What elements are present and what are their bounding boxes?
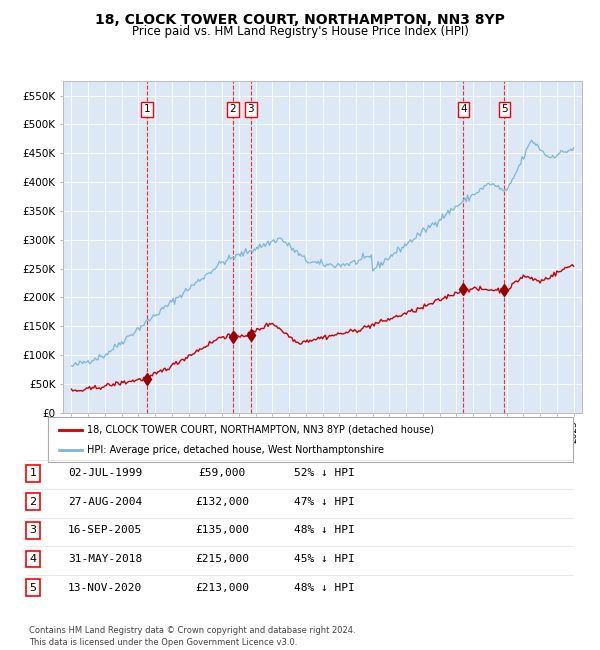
Text: 18, CLOCK TOWER COURT, NORTHAMPTON, NN3 8YP: 18, CLOCK TOWER COURT, NORTHAMPTON, NN3 … [95,13,505,27]
Text: £132,000: £132,000 [195,497,249,507]
Text: 18, CLOCK TOWER COURT, NORTHAMPTON, NN3 8YP (detached house): 18, CLOCK TOWER COURT, NORTHAMPTON, NN3 … [88,424,434,435]
Text: 2: 2 [230,105,236,114]
Text: 13-NOV-2020: 13-NOV-2020 [68,582,142,593]
Text: Price paid vs. HM Land Registry's House Price Index (HPI): Price paid vs. HM Land Registry's House … [131,25,469,38]
Text: 1: 1 [29,468,37,478]
Text: 45% ↓ HPI: 45% ↓ HPI [293,554,355,564]
Text: £213,000: £213,000 [195,582,249,593]
Text: 1: 1 [143,105,150,114]
Text: 2: 2 [29,497,37,507]
Text: 3: 3 [29,525,37,536]
Text: 5: 5 [501,105,508,114]
Text: 31-MAY-2018: 31-MAY-2018 [68,554,142,564]
Text: 27-AUG-2004: 27-AUG-2004 [68,497,142,507]
Text: 48% ↓ HPI: 48% ↓ HPI [293,525,355,536]
Text: 5: 5 [29,582,37,593]
Text: HPI: Average price, detached house, West Northamptonshire: HPI: Average price, detached house, West… [88,445,385,456]
Text: 02-JUL-1999: 02-JUL-1999 [68,468,142,478]
Text: 4: 4 [29,554,37,564]
Text: 16-SEP-2005: 16-SEP-2005 [68,525,142,536]
Text: Contains HM Land Registry data © Crown copyright and database right 2024.
This d: Contains HM Land Registry data © Crown c… [29,626,355,647]
Text: 3: 3 [247,105,254,114]
Text: 52% ↓ HPI: 52% ↓ HPI [293,468,355,478]
Text: £59,000: £59,000 [199,468,245,478]
Text: 47% ↓ HPI: 47% ↓ HPI [293,497,355,507]
Text: 48% ↓ HPI: 48% ↓ HPI [293,582,355,593]
Text: £215,000: £215,000 [195,554,249,564]
Text: 4: 4 [460,105,467,114]
Text: £135,000: £135,000 [195,525,249,536]
